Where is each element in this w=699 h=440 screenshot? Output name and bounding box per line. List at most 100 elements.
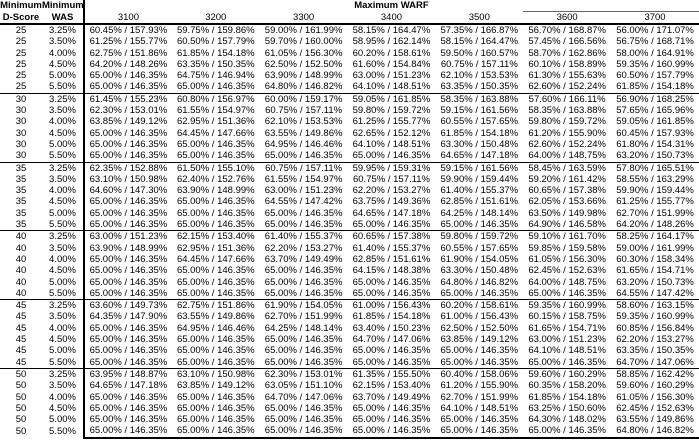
value-cell[interactable]: 60.50% / 157.79% xyxy=(176,36,255,48)
warf-column-header[interactable]: 3600 xyxy=(523,11,612,25)
value-cell[interactable]: 59.05% / 161.85% xyxy=(616,116,694,128)
value-cell[interactable]: 61.20% / 155.90% xyxy=(440,380,519,392)
value-cell[interactable]: 60.20% / 158.61% xyxy=(352,47,431,59)
value-cell[interactable]: 63.55% / 149.86% xyxy=(176,311,255,323)
value-cell[interactable]: 63.25% / 150.60% xyxy=(528,402,606,414)
value-cell[interactable]: 64.20% / 148.26% xyxy=(83,58,172,71)
value-cell[interactable]: 65.00% / 146.35% xyxy=(352,219,431,231)
value-cell[interactable]: 64.10% / 148.51% xyxy=(352,81,431,93)
was-cell[interactable]: 5.00% xyxy=(49,414,76,426)
was-cell[interactable]: 5.50% xyxy=(49,425,76,437)
value-cell[interactable]: 63.30% / 150.48% xyxy=(440,138,519,150)
d-score-cell[interactable]: 30 xyxy=(15,138,27,150)
value-cell[interactable]: 62.70% / 151.99% xyxy=(264,311,343,323)
value-cell[interactable]: 65.00% / 146.35% xyxy=(83,414,172,426)
d-score-cell[interactable]: 35 xyxy=(15,196,27,208)
value-cell[interactable]: 61.00% / 156.43% xyxy=(440,311,519,323)
was-cell[interactable]: 3.50% xyxy=(49,311,76,323)
d-score-cell[interactable]: 50 xyxy=(0,367,42,381)
value-cell[interactable]: 60.75% / 157.11% xyxy=(259,161,348,174)
d-score-cell[interactable]: 45 xyxy=(15,311,27,323)
value-cell[interactable]: 58.60% / 163.15% xyxy=(611,299,699,312)
value-cell[interactable]: 61.85% / 154.18% xyxy=(176,47,255,59)
value-cell[interactable]: 65.00% / 146.35% xyxy=(176,138,255,150)
value-cell[interactable]: 64.80% / 146.82% xyxy=(611,425,699,439)
was-cell[interactable]: 3.25% xyxy=(42,23,84,37)
was-cell[interactable]: 5.00% xyxy=(49,138,76,150)
value-cell[interactable]: 63.60% / 149.73% xyxy=(83,299,172,312)
value-cell[interactable]: 62.20% / 153.27% xyxy=(616,334,694,346)
value-cell[interactable]: 61.90% / 154.05% xyxy=(259,299,348,312)
value-cell[interactable]: 61.30% / 155.63% xyxy=(528,70,606,82)
value-cell[interactable]: 64.70% / 147.06% xyxy=(616,356,694,368)
value-cell[interactable]: 65.00% / 146.35% xyxy=(83,127,172,139)
value-cell[interactable]: 60.40% / 158.06% xyxy=(435,367,524,381)
value-cell[interactable]: 59.80% / 159.72% xyxy=(435,230,524,243)
d-score-cell[interactable]: 50 xyxy=(15,391,27,403)
value-cell[interactable]: 65.00% / 146.35% xyxy=(352,414,431,426)
value-cell[interactable]: 58.95% / 162.14% xyxy=(352,36,431,48)
value-cell[interactable]: 65.00% / 146.35% xyxy=(259,425,348,439)
value-cell[interactable]: 65.00% / 146.35% xyxy=(83,207,172,220)
value-cell[interactable]: 63.95% / 148.87% xyxy=(83,367,172,381)
value-cell[interactable]: 65.00% / 146.35% xyxy=(83,81,172,94)
value-cell[interactable]: 59.70% / 160.00% xyxy=(264,36,343,48)
value-cell[interactable]: 60.35% / 158.20% xyxy=(528,380,606,392)
value-cell[interactable]: 62.60% / 152.24% xyxy=(528,138,606,150)
value-cell[interactable]: 60.55% / 157.65% xyxy=(440,242,519,254)
value-cell[interactable]: 60.10% / 158.89% xyxy=(528,58,606,70)
value-cell[interactable]: 65.00% / 146.35% xyxy=(83,391,172,403)
value-cell[interactable]: 64.25% / 148.14% xyxy=(440,207,519,219)
value-cell[interactable]: 65.00% / 146.35% xyxy=(83,196,172,208)
value-cell[interactable]: 61.85% / 154.18% xyxy=(440,127,519,139)
value-cell[interactable]: 62.10% / 153.53% xyxy=(440,70,519,82)
value-cell[interactable]: 58.25% / 164.17% xyxy=(611,230,699,243)
value-cell[interactable]: 63.30% / 150.48% xyxy=(440,265,519,277)
value-cell[interactable]: 65.00% / 146.35% xyxy=(440,414,519,426)
d-score-cell[interactable]: 50 xyxy=(15,414,27,426)
value-cell[interactable]: 61.35% / 155.50% xyxy=(347,367,436,381)
value-cell[interactable]: 64.10% / 148.51% xyxy=(528,345,606,357)
value-cell[interactable]: 64.65% / 147.18% xyxy=(352,207,431,219)
d-score-cell[interactable]: 40 xyxy=(0,230,42,243)
d-score-cell[interactable]: 40 xyxy=(15,287,27,299)
value-cell[interactable]: 61.60% / 154.84% xyxy=(352,58,431,70)
value-cell[interactable]: 65.00% / 146.35% xyxy=(440,356,519,368)
value-cell[interactable]: 60.20% / 158.61% xyxy=(435,299,524,312)
value-cell[interactable]: 62.20% / 153.27% xyxy=(264,242,343,254)
max-warf-header[interactable]: Maximum WARF xyxy=(354,0,429,12)
value-cell[interactable]: 61.65% / 154.71% xyxy=(616,265,694,277)
value-cell[interactable]: 65.00% / 146.35% xyxy=(83,402,172,415)
was-cell[interactable]: 3.25% xyxy=(42,230,84,243)
value-cell[interactable]: 60.50% / 157.79% xyxy=(616,70,694,82)
value-cell[interactable]: 60.15% / 158.75% xyxy=(528,311,606,323)
value-cell[interactable]: 63.00% / 151.23% xyxy=(528,334,606,346)
value-cell[interactable]: 65.00% / 146.35% xyxy=(264,219,343,231)
was-cell[interactable]: 3.50% xyxy=(49,173,76,185)
value-cell[interactable]: 59.35% / 160.99% xyxy=(523,299,612,312)
value-cell[interactable]: 64.15% / 148.38% xyxy=(352,265,431,277)
value-cell[interactable]: 65.00% / 146.35% xyxy=(264,207,343,219)
value-cell[interactable]: 65.00% / 146.35% xyxy=(352,276,431,288)
value-cell[interactable]: 65.00% / 146.35% xyxy=(528,356,606,368)
value-cell[interactable]: 59.95% / 159.31% xyxy=(347,161,436,174)
was-cell[interactable]: 4.00% xyxy=(49,253,76,265)
value-cell[interactable]: 61.40% / 155.37% xyxy=(352,242,431,254)
value-cell[interactable]: 58.70% / 162.86% xyxy=(528,47,606,59)
d-score-cell[interactable]: 50 xyxy=(15,425,27,437)
warf-column-header[interactable]: 3200 xyxy=(171,11,260,25)
warf-column-header[interactable]: 3500 xyxy=(435,11,524,25)
value-cell[interactable]: 62.70% / 151.99% xyxy=(616,207,694,219)
value-cell[interactable]: 64.70% / 147.06% xyxy=(264,391,343,403)
was-cell[interactable]: 3.25% xyxy=(42,367,84,381)
value-cell[interactable]: 65.00% / 146.35% xyxy=(264,265,343,277)
value-cell[interactable]: 59.80% / 159.72% xyxy=(352,105,431,117)
d-score-cell[interactable]: 50 xyxy=(15,402,27,414)
value-cell[interactable]: 63.35% / 150.35% xyxy=(616,345,694,357)
warf-column-header[interactable]: 3100 xyxy=(83,11,172,25)
value-cell[interactable]: 65.00% / 146.35% xyxy=(176,414,255,426)
value-cell[interactable]: 62.75% / 151.86% xyxy=(171,299,260,312)
value-cell[interactable]: 62.40% / 152.76% xyxy=(176,173,255,185)
value-cell[interactable]: 59.15% / 161.56% xyxy=(435,161,524,174)
value-cell[interactable]: 64.00% / 148.75% xyxy=(528,276,606,288)
